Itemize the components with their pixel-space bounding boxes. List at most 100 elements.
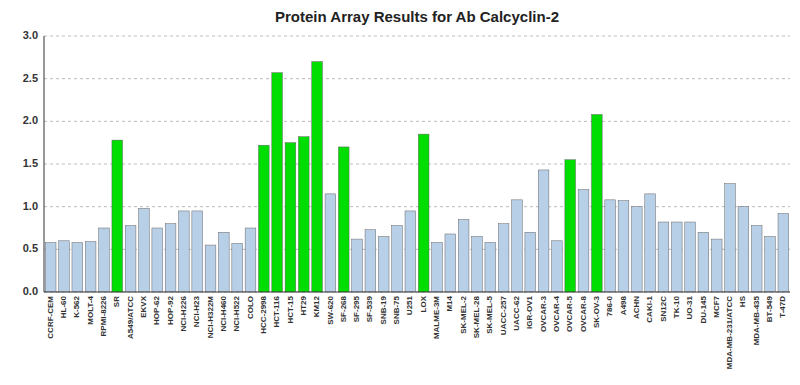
bar <box>392 225 403 292</box>
bar <box>232 243 243 292</box>
x-tick-label: MCF7 <box>712 295 721 317</box>
x-tick-label: EKVX <box>139 295 148 317</box>
bar <box>432 243 443 292</box>
grid-line <box>44 164 790 165</box>
x-tick-label: HS <box>738 295 747 307</box>
x-tick-label: T-47D <box>778 296 787 318</box>
y-tick-label: 2.5 <box>23 72 38 84</box>
bar <box>112 140 123 292</box>
bar <box>165 224 176 292</box>
bar <box>205 245 216 292</box>
bar <box>778 213 789 292</box>
x-tick-label: CAKI-1 <box>645 295 654 322</box>
x-tick-label: UO-31 <box>685 295 694 319</box>
x-tick-label: RPMI-8226 <box>99 295 108 336</box>
x-tick-label: U251 <box>405 295 414 315</box>
bar <box>59 241 70 292</box>
y-tick-label: 0.0 <box>23 285 38 297</box>
x-tick-label: NCI-H23 <box>192 295 201 327</box>
x-tick-label: SNB-75 <box>392 295 401 324</box>
bar <box>738 207 749 292</box>
x-tick-label: SF-295 <box>352 295 361 322</box>
x-tick-label: HCC-2998 <box>259 295 268 333</box>
x-tick-label: SR <box>112 296 121 307</box>
x-tick-label: OVCAR-8 <box>579 295 588 332</box>
x-tick-label: BT-549 <box>765 295 774 322</box>
y-tick-label: 1.0 <box>23 200 38 212</box>
x-tick-label: HCT-116 <box>272 295 281 327</box>
bar <box>285 143 296 292</box>
x-tick-label: IGR-OV1 <box>525 295 534 328</box>
x-tick-label: MOLT-4 <box>86 295 95 324</box>
bar <box>298 137 309 292</box>
x-tick-label: SK-MEL-5 <box>485 295 494 333</box>
bar <box>512 200 523 292</box>
bar <box>458 219 469 292</box>
x-tick-label: HT29 <box>299 295 308 315</box>
y-tick-label: 1.5 <box>23 157 38 169</box>
x-tick-label: SK-OV-3 <box>592 295 601 328</box>
chart: Protein Array Results for Ab Calcyclin-2… <box>0 0 800 385</box>
bar <box>272 73 283 292</box>
bar <box>685 222 696 292</box>
bar <box>325 194 336 292</box>
x-tick-label: UACC-62 <box>512 295 521 330</box>
bar <box>405 211 416 292</box>
grid-line <box>44 292 790 293</box>
bar <box>631 207 642 292</box>
bar <box>485 243 496 292</box>
bar <box>365 230 376 292</box>
x-tick-label: HCT-15 <box>286 295 295 323</box>
bar <box>152 228 163 292</box>
bar <box>725 184 736 292</box>
bar <box>85 242 96 292</box>
bar <box>125 225 136 292</box>
bar <box>565 160 576 292</box>
bar <box>671 222 682 292</box>
bar <box>592 115 603 292</box>
bar <box>338 147 349 292</box>
x-tick-label: OVCAR-5 <box>565 295 574 332</box>
bar <box>378 237 389 292</box>
bar <box>525 232 536 292</box>
x-tick-labels: CCRF-CEMHL-60K-562MOLT-4RPMI-8226SRA549/… <box>46 295 788 369</box>
x-tick-label: NCI-H226 <box>179 295 188 331</box>
x-tick-label: HOP-62 <box>152 295 161 324</box>
x-tick-label: SF-539 <box>365 295 374 322</box>
bar <box>72 243 83 292</box>
grid-line <box>44 36 790 37</box>
x-tick-label: LOX <box>419 295 428 312</box>
bar <box>258 145 269 292</box>
bar <box>192 211 203 292</box>
x-tick-label: TK-10 <box>672 295 681 318</box>
title: Protein Array Results for Ab Calcyclin-2 <box>275 8 559 25</box>
x-tick-label: OVCAR-3 <box>539 295 548 332</box>
grid-line <box>44 78 790 79</box>
grid-line <box>44 121 790 122</box>
x-tick-label: MDA-MB-435 <box>752 295 761 345</box>
bar <box>751 225 762 292</box>
x-tick-label: M14 <box>445 295 454 311</box>
bar <box>45 243 56 292</box>
x-tick-label: SF-268 <box>339 295 348 322</box>
x-tick-label: NCI-H460 <box>219 295 228 331</box>
y-tick-label: 3.0 <box>23 29 38 41</box>
x-tick-label: ACHN <box>632 296 641 319</box>
x-tick-label: HL-60 <box>59 295 68 318</box>
bar <box>538 170 549 292</box>
bar <box>219 232 230 292</box>
bar <box>245 228 256 292</box>
bar <box>312 62 323 292</box>
x-tick-label: DU-145 <box>699 295 708 323</box>
x-tick-label: NCI-H322M <box>206 296 215 339</box>
bar <box>445 234 456 292</box>
x-tick-label: SW-620 <box>326 295 335 324</box>
bar <box>352 239 363 292</box>
x-tick-label: K-562 <box>72 295 81 317</box>
x-tick-label: SK-MEL-28 <box>472 295 481 338</box>
x-tick-label: NCI-H522 <box>232 295 241 331</box>
y-axis <box>44 36 45 292</box>
bar <box>618 201 629 292</box>
bar <box>605 200 616 292</box>
x-tick-label: CCRF-CEM <box>46 296 55 339</box>
